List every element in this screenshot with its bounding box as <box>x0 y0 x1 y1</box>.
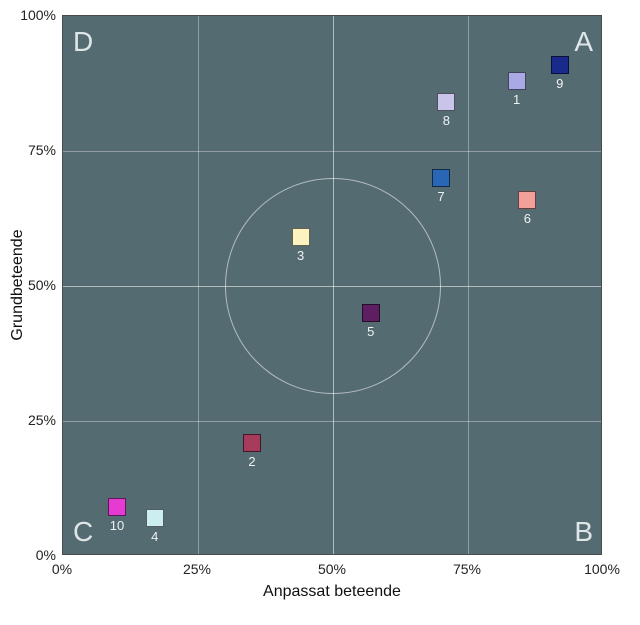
data-point-label: 5 <box>367 324 374 339</box>
data-point <box>508 72 526 90</box>
data-point <box>292 228 310 246</box>
y-tick-label: 25% <box>18 412 56 428</box>
x-tick-label: 0% <box>52 561 72 577</box>
data-point-label: 9 <box>556 76 563 91</box>
x-axis-label: Anpassat beteende <box>263 583 401 601</box>
center-circle <box>225 178 441 394</box>
data-point <box>362 304 380 322</box>
y-tick-label: 50% <box>18 277 56 293</box>
y-tick-label: 0% <box>18 547 56 563</box>
data-point <box>518 191 536 209</box>
data-point <box>146 509 164 527</box>
quadrant-label-bottom_left: C <box>73 516 103 548</box>
data-point <box>243 434 261 452</box>
y-tick-label: 100% <box>18 7 56 23</box>
plot-area: D A C B 1 2 3 4 5 6 7 8 9 10 <box>62 15 602 555</box>
data-point <box>432 169 450 187</box>
x-tick-label: 25% <box>183 561 211 577</box>
quadrant-label-top_left: D <box>73 26 103 58</box>
data-point-label: 1 <box>513 92 520 107</box>
scatter-chart: DACB12345678910 Anpassat beteende Grundb… <box>0 0 640 625</box>
data-point-label: 6 <box>524 211 531 226</box>
x-tick-label: 100% <box>584 561 620 577</box>
x-tick-label: 75% <box>453 561 481 577</box>
quadrant-label-top_right: A <box>563 26 593 58</box>
y-tick-label: 75% <box>18 142 56 158</box>
gridline-horizontal <box>63 151 601 152</box>
data-point-label: 3 <box>297 248 304 263</box>
x-tick-label: 50% <box>318 561 346 577</box>
quadrant-label-bottom_right: B <box>563 516 593 548</box>
data-point-label: 8 <box>443 113 450 128</box>
data-point <box>108 498 126 516</box>
data-point-label: 4 <box>151 529 158 544</box>
data-point-label: 7 <box>437 189 444 204</box>
data-point <box>437 93 455 111</box>
gridline-vertical <box>468 16 469 554</box>
data-point <box>551 56 569 74</box>
gridline-vertical <box>198 16 199 554</box>
data-point-label: 10 <box>110 518 124 533</box>
data-point-label: 2 <box>248 454 255 469</box>
gridline-horizontal <box>63 421 601 422</box>
